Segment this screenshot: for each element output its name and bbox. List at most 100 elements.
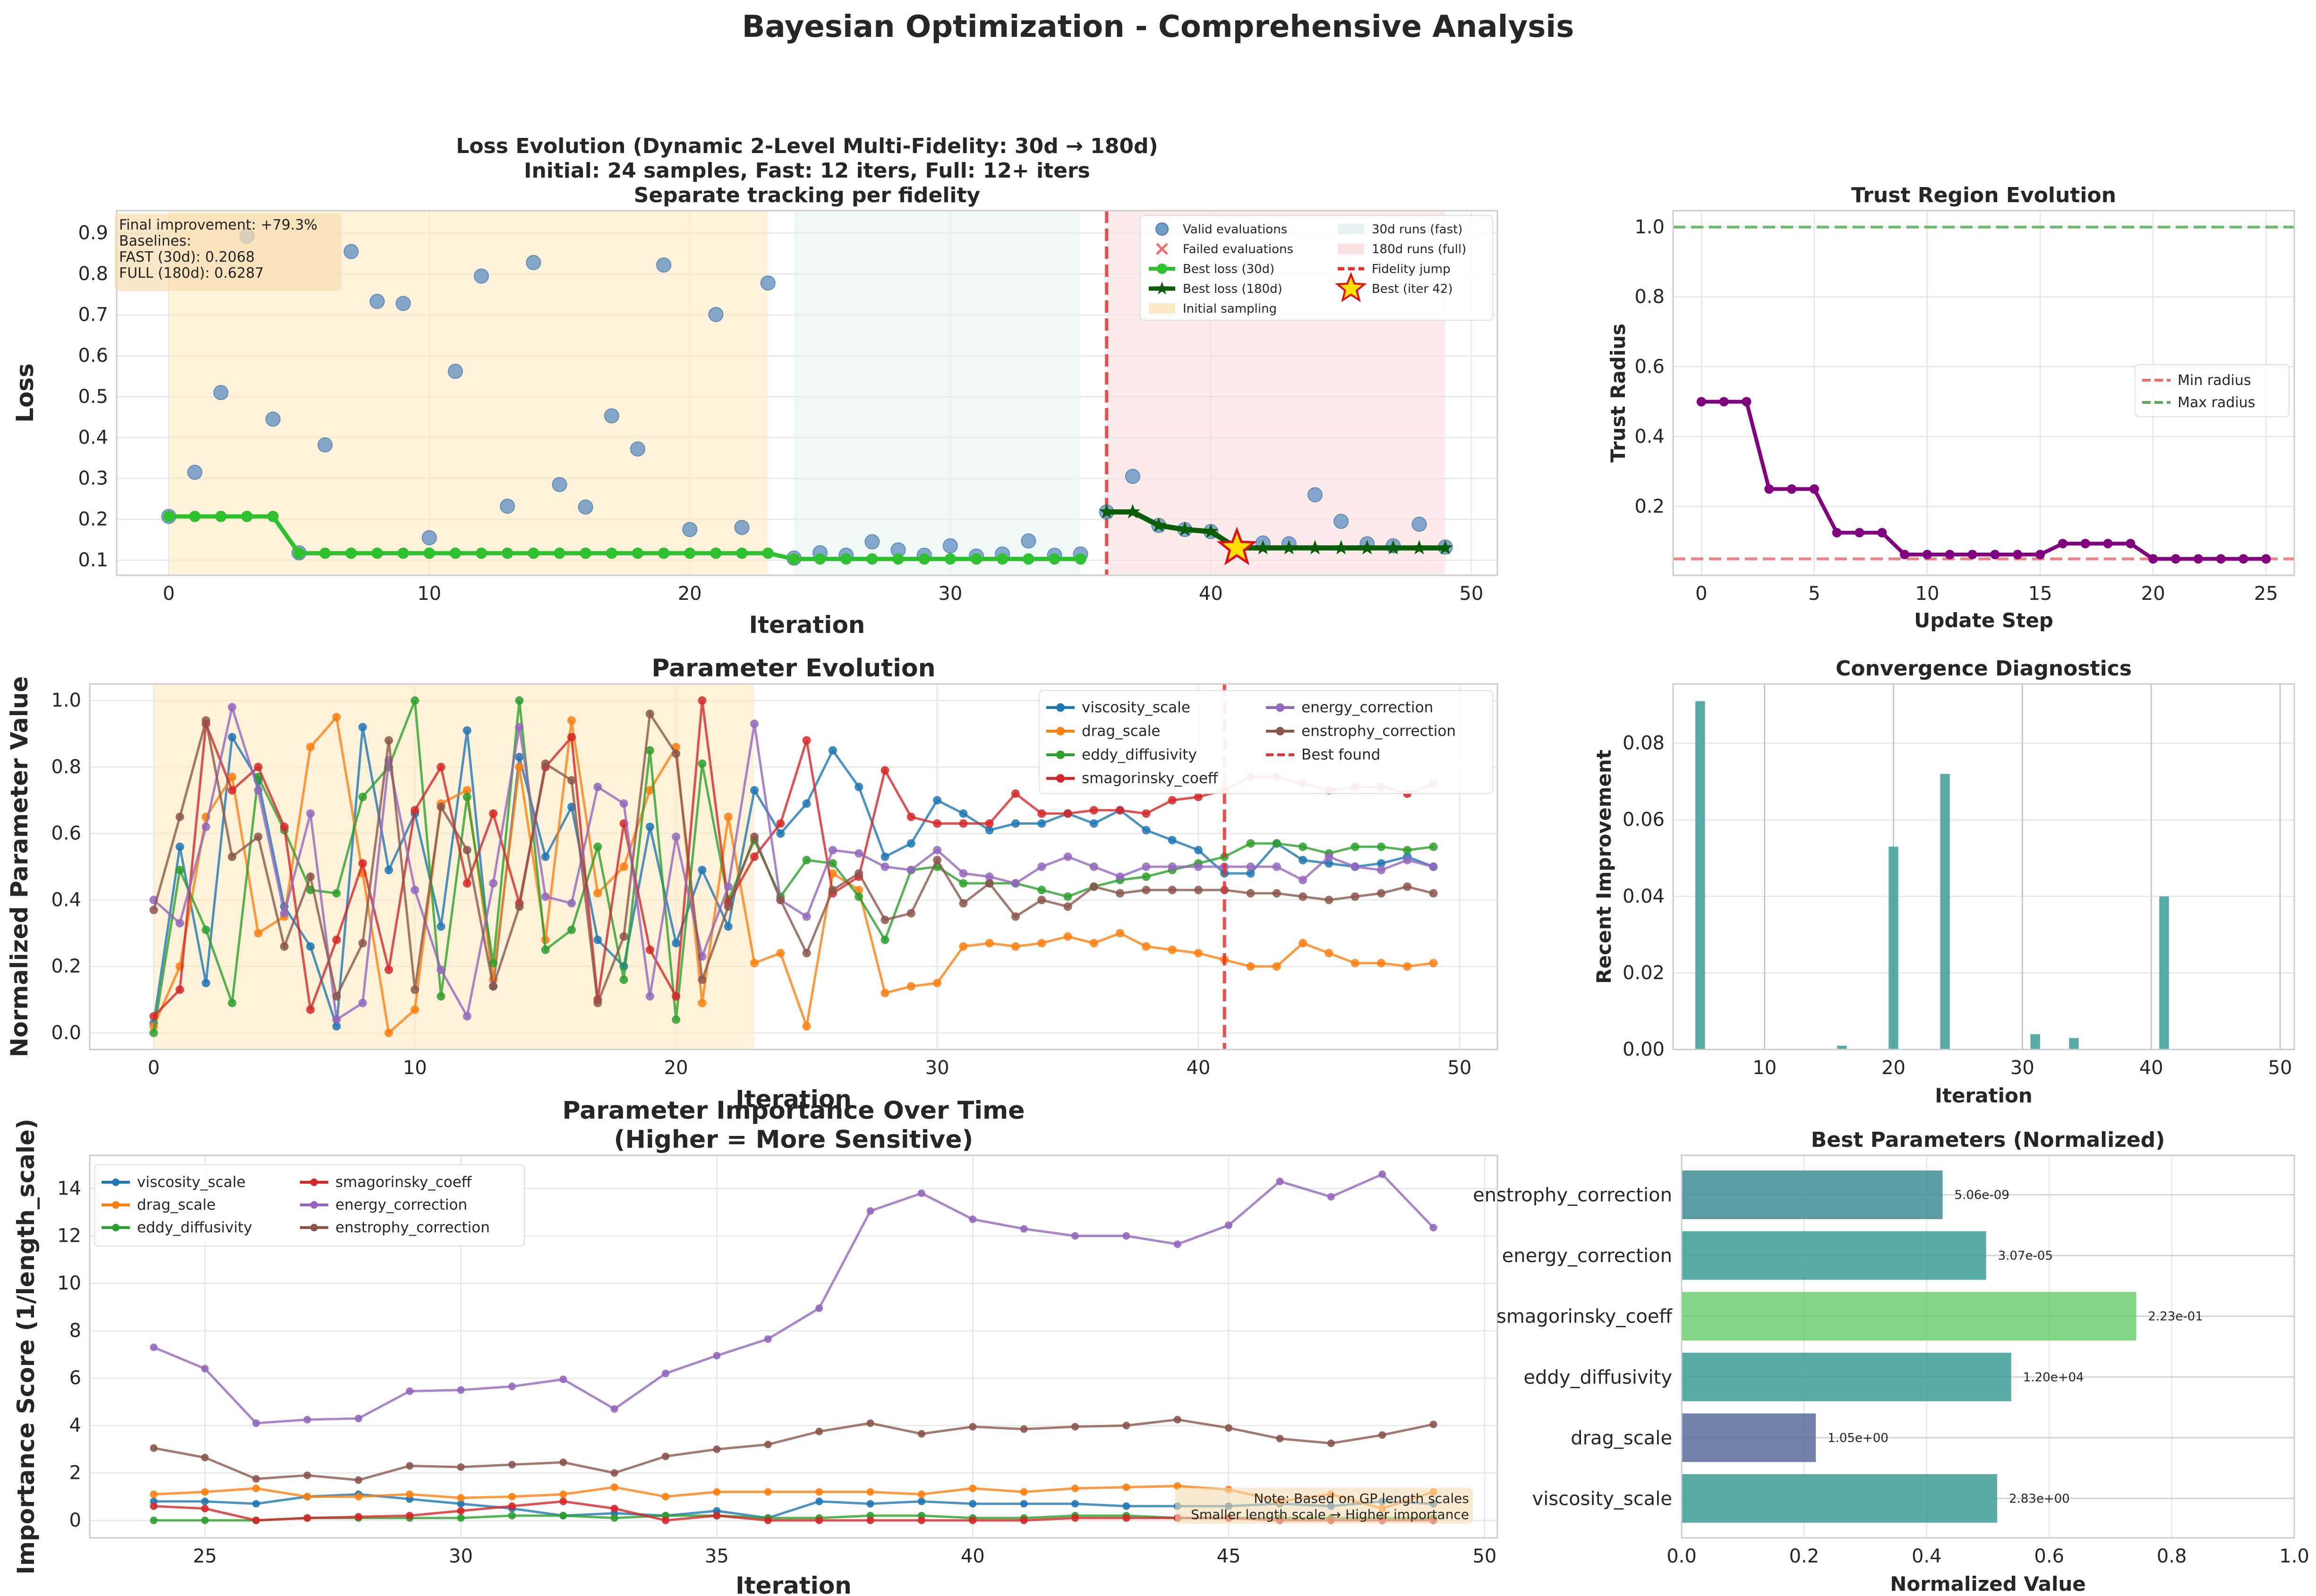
series-line-viscosity_scale: [152, 727, 1434, 1027]
series-point-energy_correction: [802, 912, 811, 921]
axes-frame: [1681, 1154, 2295, 1539]
series-point-energy_correction: [354, 1415, 362, 1423]
series-point-viscosity_scale: [855, 783, 863, 792]
series-point-enstrophy_correction: [1327, 1439, 1335, 1447]
param-bar: [1682, 1292, 2137, 1341]
series-point-smagorinsky_coeff: [254, 762, 263, 771]
series-point-eddy_diffusivity: [828, 859, 837, 868]
series-point-viscosity_scale: [959, 809, 968, 818]
y-tick-label: 4: [69, 1415, 81, 1436]
legend-label: Best loss (180d): [1183, 282, 1282, 296]
series-point-enstrophy_correction: [764, 1441, 772, 1449]
y-tick-label: 0.8: [51, 756, 81, 778]
series-point-drag_scale: [508, 1493, 516, 1501]
info-box-line: Final improvement: +79.3%: [119, 217, 317, 233]
series-point-enstrophy_correction: [802, 948, 811, 957]
series-point-viscosity_scale: [906, 839, 915, 848]
valid-evaluation-point: [1411, 516, 1427, 532]
valid-evaluation-point: [369, 294, 385, 309]
series-point-enstrophy_correction: [1173, 1416, 1181, 1424]
series-point-enstrophy_correction: [1089, 882, 1098, 891]
best-loss-30d-point: [1023, 553, 1034, 565]
series-point-enstrophy_correction: [1168, 886, 1177, 895]
series-point-enstrophy_correction: [1194, 886, 1203, 895]
best-loss-30d-point: [267, 511, 279, 522]
series-point-energy_correction: [969, 1215, 977, 1223]
legend-marker: [112, 1178, 120, 1186]
series-point-viscosity_scale: [201, 1497, 209, 1505]
series-point-energy_correction: [1168, 862, 1177, 871]
x-tick-label: 0.4: [1912, 1545, 1942, 1567]
series-point-viscosity_scale: [306, 942, 315, 951]
y-tick-label: viscosity_scale: [1532, 1488, 1672, 1510]
series-point-drag_scale: [385, 1028, 393, 1037]
y-tick-label: 8: [69, 1320, 81, 1341]
series-point-smagorinsky_coeff: [149, 1012, 158, 1021]
series-point-energy_correction: [1173, 1240, 1181, 1248]
series-point-enstrophy_correction: [1378, 1431, 1386, 1439]
series-point-energy_correction: [436, 965, 445, 974]
x-tick-label: 20: [678, 583, 702, 605]
legend-marker: [310, 1178, 318, 1186]
series-point-energy_correction: [1272, 862, 1281, 871]
series-point-energy_correction: [1429, 1224, 1437, 1232]
best-loss-180d-point: [1099, 504, 1114, 519]
series-point-smagorinsky_coeff: [906, 812, 915, 821]
chart-title: Convergence Diagnostics: [1836, 657, 2132, 681]
series-point-viscosity_scale: [1376, 859, 1385, 868]
trust-radius-point: [1990, 550, 2000, 560]
legend-marker: [1335, 272, 1367, 302]
y-tick-label: 0.6: [51, 823, 81, 845]
chart-title: Parameter Evolution: [651, 654, 935, 683]
x-tick-label: 35: [705, 1545, 729, 1567]
series-point-enstrophy_correction: [489, 982, 498, 991]
series-point-drag_scale: [1089, 939, 1098, 947]
series-point-viscosity_scale: [436, 922, 445, 931]
best-loss-30d-point: [997, 553, 1008, 565]
series-line-drag_scale: [153, 714, 1434, 1035]
series-point-enstrophy_correction: [1276, 1434, 1284, 1442]
series-point-viscosity_scale: [828, 746, 837, 755]
series-point-enstrophy_correction: [354, 1476, 362, 1484]
legend-label: Failed evaluations: [1183, 242, 1293, 256]
info-box: [115, 213, 342, 291]
legend-label: 30d runs (fast): [1372, 222, 1462, 237]
series-point-viscosity_scale: [593, 935, 602, 944]
series-point-drag_scale: [1194, 948, 1203, 957]
series-point-smagorinsky_coeff: [1071, 1514, 1079, 1522]
series-point-energy_correction: [880, 862, 889, 871]
best-loss-30d-point: [554, 547, 565, 559]
trust-radius-point: [2239, 554, 2248, 564]
legend-label: Best found: [1301, 746, 1380, 763]
legend-label: drag_scale: [137, 1196, 215, 1213]
series-point-eddy_diffusivity: [855, 892, 863, 901]
legend-marker: [112, 1201, 120, 1209]
trust-radius-point: [2148, 554, 2158, 564]
series-point-smagorinsky_coeff: [280, 822, 289, 831]
improvement-bar: [2159, 896, 2169, 1050]
valid-evaluation-point: [187, 464, 203, 480]
series-point-viscosity_scale: [1071, 1500, 1079, 1508]
series-point-energy_correction: [724, 882, 733, 891]
series-point-enstrophy_correction: [202, 716, 211, 725]
best-loss-30d-point: [1075, 553, 1086, 565]
x-axis-label: Iteration: [735, 1572, 852, 1596]
series-point-smagorinsky_coeff: [358, 859, 367, 868]
series-point-energy_correction: [541, 892, 550, 901]
series-point-smagorinsky_coeff: [1168, 796, 1177, 805]
series-point-viscosity_scale: [1142, 826, 1151, 835]
series-point-enstrophy_correction: [385, 736, 393, 745]
series-point-viscosity_scale: [776, 829, 785, 838]
series-point-enstrophy_correction: [1122, 1422, 1130, 1430]
legend-marker: [310, 1201, 318, 1209]
series-point-enstrophy_correction: [906, 909, 915, 918]
series-point-drag_scale: [410, 1005, 419, 1014]
series-point-drag_scale: [354, 1493, 362, 1501]
series-point-enstrophy_correction: [436, 802, 445, 811]
series-point-viscosity_scale: [724, 922, 733, 931]
trust-radius-point: [1855, 528, 1864, 538]
series-point-energy_correction: [1225, 1221, 1233, 1229]
x-tick-label: 0.2: [1789, 1545, 1820, 1567]
series-point-eddy_diffusivity: [150, 1516, 158, 1524]
series-point-drag_scale: [985, 939, 994, 947]
